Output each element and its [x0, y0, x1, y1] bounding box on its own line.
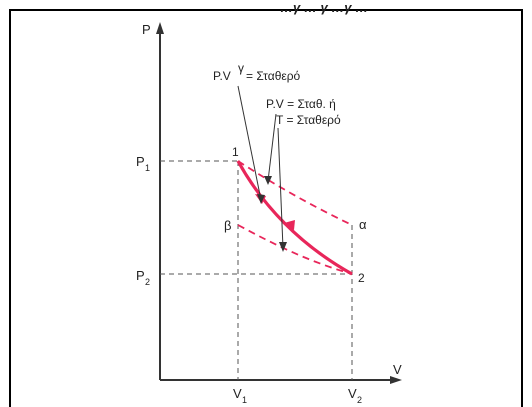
x-axis-label: V	[393, 362, 402, 377]
svg-text:V: V	[233, 386, 242, 401]
leader-arrow-1	[257, 194, 265, 204]
svg-text:2: 2	[145, 277, 150, 287]
leader-arrow-2	[264, 176, 272, 185]
guide-lines	[160, 160, 353, 380]
header-fragment: …γ … γ …γ …	[280, 0, 368, 15]
x-axis-arrow	[390, 376, 402, 384]
curve-arrow-2	[284, 220, 295, 230]
svg-text:γ: γ	[238, 61, 244, 75]
svg-text:P: P	[136, 154, 145, 169]
leader-arrow-3	[279, 242, 287, 252]
leader-lines	[237, 85, 284, 249]
v1-tick-label: V 1	[233, 386, 247, 405]
svg-text:= Σταθερό: = Σταθερό	[246, 69, 301, 83]
isothermal-annotation-line2: T = Σταθερό	[276, 113, 341, 127]
svg-text:2: 2	[357, 395, 362, 405]
point-2-label: 2	[358, 271, 365, 285]
p2-tick-label: P 2	[136, 268, 150, 287]
svg-text:V: V	[348, 386, 357, 401]
point-1-label: 1	[232, 145, 239, 159]
p1-tick-label: P 1	[136, 154, 150, 173]
point-alpha-label: α	[359, 217, 367, 232]
svg-text:1: 1	[242, 395, 247, 405]
leader-isothermal-lower	[277, 127, 284, 249]
svg-text:1: 1	[145, 163, 150, 173]
leader-adiabatic	[237, 85, 262, 201]
isothermal-annotation-line1: P.V = Σταθ. ή	[266, 97, 336, 111]
y-axis-label: P	[142, 22, 151, 37]
figure-frame	[9, 9, 523, 407]
point-beta-label: β	[224, 218, 231, 233]
adiabatic-annotation: P.V γ = Σταθερό	[213, 61, 301, 83]
v2-tick-label: V 2	[348, 386, 362, 405]
y-axis-arrow	[156, 22, 164, 34]
upper-dashed-curve	[237, 160, 353, 226]
lower-dashed-curve	[237, 224, 353, 275]
leader-isothermal-upper	[267, 113, 277, 182]
svg-text:P: P	[136, 268, 145, 283]
svg-text:P.V: P.V	[213, 69, 231, 83]
